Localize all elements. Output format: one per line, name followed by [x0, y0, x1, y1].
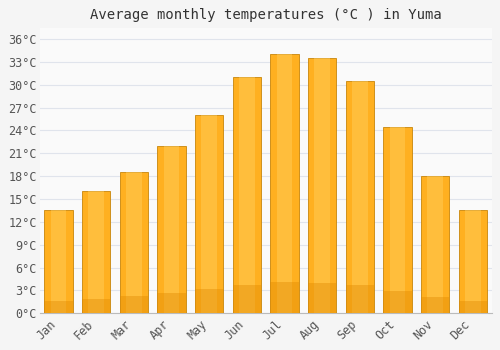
Bar [421, 176, 450, 313]
Bar [458, 301, 487, 313]
Bar [384, 291, 411, 313]
Bar [390, 127, 406, 313]
Bar [314, 58, 330, 313]
Bar [82, 299, 110, 313]
Bar [158, 293, 186, 313]
Bar [126, 172, 142, 313]
Bar [276, 54, 292, 313]
Bar [421, 297, 450, 313]
Bar [44, 210, 72, 313]
Bar [232, 285, 261, 313]
Bar [195, 115, 224, 313]
Bar [120, 172, 148, 313]
Bar [202, 115, 217, 313]
Bar [270, 282, 298, 313]
Bar [88, 191, 104, 313]
Bar [384, 127, 411, 313]
Bar [82, 191, 110, 313]
Bar [195, 289, 224, 313]
Title: Average monthly temperatures (°C ) in Yuma: Average monthly temperatures (°C ) in Yu… [90, 8, 442, 22]
Bar [308, 58, 336, 313]
Bar [270, 54, 298, 313]
Bar [44, 301, 72, 313]
Bar [346, 285, 374, 313]
Bar [50, 210, 66, 313]
Bar [458, 210, 487, 313]
Bar [239, 77, 254, 313]
Bar [346, 81, 374, 313]
Bar [232, 77, 261, 313]
Bar [465, 210, 480, 313]
Bar [164, 146, 179, 313]
Bar [308, 282, 336, 313]
Bar [120, 296, 148, 313]
Bar [352, 81, 368, 313]
Bar [428, 176, 443, 313]
Bar [158, 146, 186, 313]
